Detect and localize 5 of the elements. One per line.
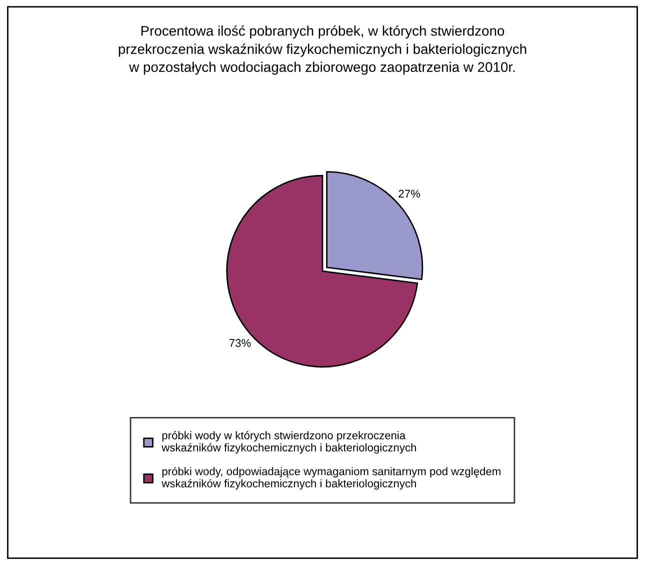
- legend-label: próbki wody, odpowiadające wymaganiom sanitarnym pod względem wskaźników fizykochemicznych i bakteriologicznych: [162, 466, 500, 490]
- chart-title: Procentowa ilość pobranych próbek, w których stwierdzono przekroczenia wskaźników fizykochemicznych i bakteriologicznych w pozostałych wodociagach zbiorowego zaopatrzenia w 2010r.: [118, 25, 526, 75]
- data-label: 73%: [229, 339, 251, 347]
- legend-label: próbki wody w których stwierdzono przekroczenia wskaźników fizykochemicznych i bakteriologicznych: [162, 431, 416, 454]
- data-label: 27%: [398, 190, 420, 198]
